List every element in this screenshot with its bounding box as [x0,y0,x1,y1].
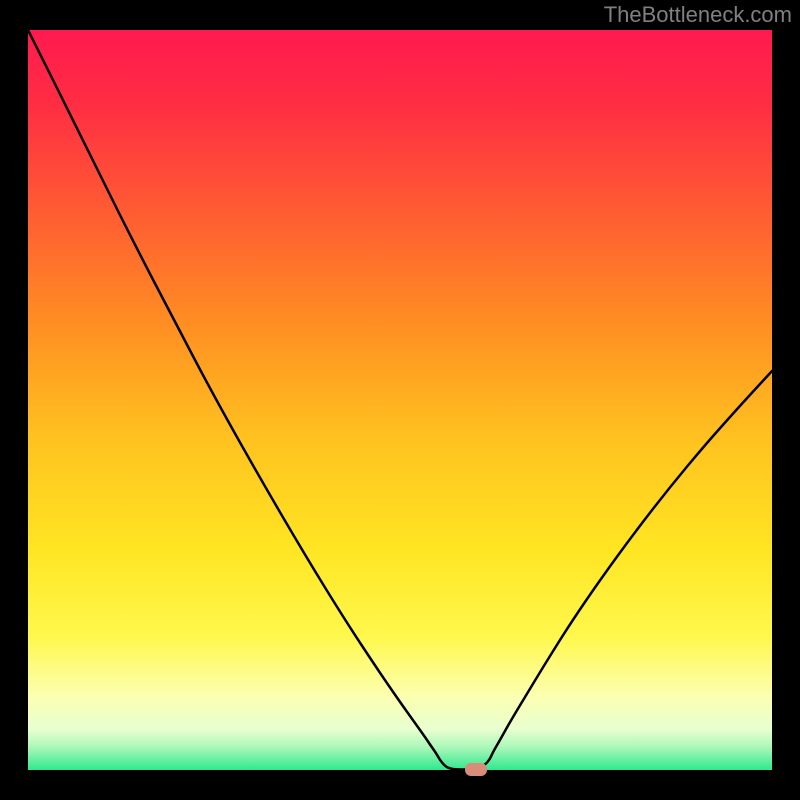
plot-background-gradient [28,30,772,770]
bottleneck-chart-svg [0,0,800,800]
optimal-point-marker [465,763,487,776]
chart-container: TheBottleneck.com [0,0,800,800]
